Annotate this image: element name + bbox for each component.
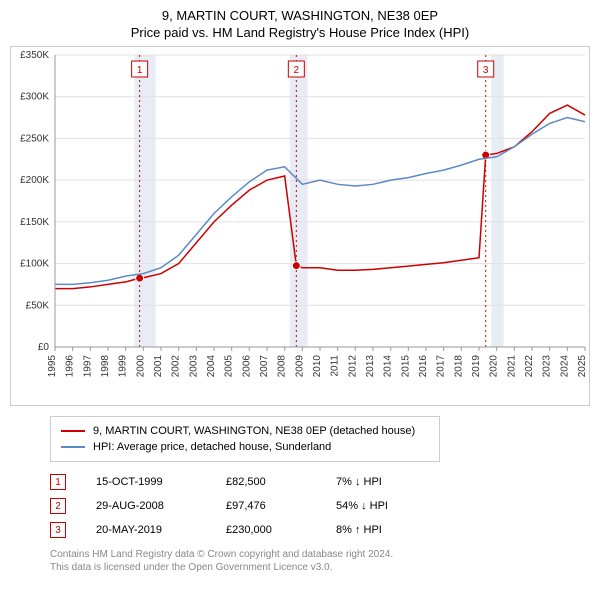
svg-text:£350K: £350K [20,50,49,61]
sale-badge: 2 [50,498,66,514]
title-block: 9, MARTIN COURT, WASHINGTON, NE38 0EP Pr… [10,8,590,40]
svg-text:2008: 2008 [277,355,288,378]
svg-text:2007: 2007 [259,355,270,378]
legend-row: 9, MARTIN COURT, WASHINGTON, NE38 0EP (d… [61,423,429,439]
legend-label: HPI: Average price, detached house, Sund… [93,441,331,453]
svg-text:2001: 2001 [153,355,164,378]
svg-text:£300K: £300K [20,92,49,103]
svg-text:2023: 2023 [542,355,553,378]
sale-date: 15-OCT-1999 [96,476,196,488]
svg-text:1995: 1995 [47,355,58,378]
chart-svg: £0 £50K £100K £150K £200K £250K £300K £350K 1995… [11,47,591,407]
svg-text:2013: 2013 [365,355,376,378]
svg-text:2010: 2010 [312,355,323,378]
svg-text:1996: 1996 [65,355,76,378]
svg-text:2005: 2005 [224,355,235,378]
svg-text:2021: 2021 [506,355,517,378]
svg-text:2: 2 [294,65,300,76]
legend-label: 9, MARTIN COURT, WASHINGTON, NE38 0EP (d… [93,425,415,437]
legend-swatch-hpi [61,446,85,448]
title-subtitle: Price paid vs. HM Land Registry's House … [10,25,590,40]
svg-text:2018: 2018 [453,355,464,378]
svg-text:2016: 2016 [418,355,429,378]
svg-text:£200K: £200K [20,175,49,186]
svg-text:2022: 2022 [524,355,535,378]
svg-text:1997: 1997 [82,355,93,378]
sales-table: 1 15-OCT-1999 £82,500 7% ↓ HPI 2 29-AUG-… [50,470,590,542]
svg-text:£0: £0 [38,342,50,353]
legend-swatch-price [61,430,85,432]
sale-row: 2 29-AUG-2008 £97,476 54% ↓ HPI [50,494,590,518]
legend: 9, MARTIN COURT, WASHINGTON, NE38 0EP (d… [50,416,440,462]
legend-row: HPI: Average price, detached house, Sund… [61,439,429,455]
sale-row: 1 15-OCT-1999 £82,500 7% ↓ HPI [50,470,590,494]
sale-date: 20-MAY-2019 [96,524,196,536]
footnote-line: This data is licensed under the Open Gov… [50,561,590,574]
svg-text:2017: 2017 [436,355,447,378]
sale-delta: 7% ↓ HPI [336,476,436,488]
svg-text:£150K: £150K [20,217,49,228]
svg-text:2000: 2000 [135,355,146,378]
svg-text:2024: 2024 [559,355,570,378]
svg-text:2003: 2003 [188,355,199,378]
footnote: Contains HM Land Registry data © Crown c… [50,548,590,574]
sale-delta: 8% ↑ HPI [336,524,436,536]
svg-text:2006: 2006 [241,355,252,378]
svg-text:1998: 1998 [100,355,111,378]
svg-text:2025: 2025 [577,355,588,378]
svg-text:2014: 2014 [383,355,394,378]
sale-date: 29-AUG-2008 [96,500,196,512]
svg-text:£250K: £250K [20,133,49,144]
svg-text:2020: 2020 [489,355,500,378]
svg-text:2019: 2019 [471,355,482,378]
svg-text:2002: 2002 [171,355,182,378]
title-address: 9, MARTIN COURT, WASHINGTON, NE38 0EP [10,8,590,23]
sale-badge: 3 [50,522,66,538]
svg-text:2004: 2004 [206,355,217,378]
chart-area: £0 £50K £100K £150K £200K £250K £300K £350K 1995… [10,46,590,406]
sale-price: £97,476 [226,500,306,512]
svg-text:3: 3 [483,65,489,76]
sale-badge: 1 [50,474,66,490]
svg-text:2011: 2011 [330,355,341,377]
svg-text:£50K: £50K [26,300,50,311]
svg-text:£100K: £100K [20,259,49,270]
sale-delta: 54% ↓ HPI [336,500,436,512]
svg-text:2015: 2015 [400,355,411,378]
sale-price: £230,000 [226,524,306,536]
sale-row: 3 20-MAY-2019 £230,000 8% ↑ HPI [50,518,590,542]
svg-text:2012: 2012 [347,355,358,378]
svg-text:1: 1 [137,65,143,76]
sale-price: £82,500 [226,476,306,488]
footnote-line: Contains HM Land Registry data © Crown c… [50,548,590,561]
svg-text:1999: 1999 [118,355,129,378]
svg-text:2009: 2009 [294,355,305,378]
chart-container: 9, MARTIN COURT, WASHINGTON, NE38 0EP Pr… [0,0,600,580]
